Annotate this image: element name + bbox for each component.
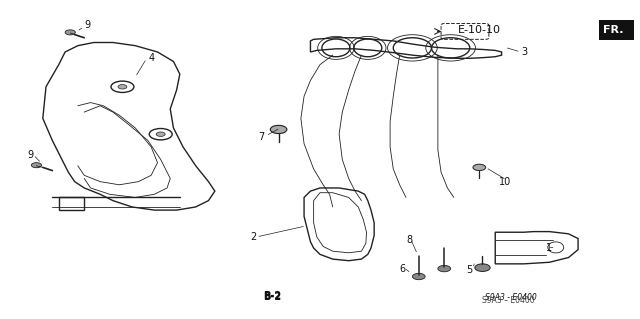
Text: 5: 5 bbox=[467, 265, 473, 275]
Circle shape bbox=[473, 164, 486, 171]
Text: 4: 4 bbox=[148, 53, 154, 63]
Text: 2: 2 bbox=[250, 232, 256, 242]
Text: 9: 9 bbox=[27, 150, 33, 160]
Text: 1: 1 bbox=[547, 243, 552, 253]
Circle shape bbox=[31, 163, 42, 168]
Text: FR.: FR. bbox=[603, 25, 623, 35]
Text: B-2: B-2 bbox=[263, 291, 281, 301]
Text: S9A3 – E0400: S9A3 – E0400 bbox=[482, 296, 534, 305]
Circle shape bbox=[412, 273, 425, 280]
Text: 9: 9 bbox=[84, 20, 90, 30]
Text: 10: 10 bbox=[499, 177, 511, 187]
Text: B-2: B-2 bbox=[263, 292, 281, 302]
Circle shape bbox=[475, 264, 490, 271]
Text: E-10-10: E-10-10 bbox=[458, 25, 501, 35]
Text: 7: 7 bbox=[259, 132, 264, 142]
Text: 3: 3 bbox=[521, 47, 527, 57]
Text: 6: 6 bbox=[400, 263, 406, 274]
Text: 8: 8 bbox=[406, 235, 412, 245]
Circle shape bbox=[65, 30, 76, 35]
Circle shape bbox=[156, 132, 165, 137]
Circle shape bbox=[118, 85, 127, 89]
Text: S9A3 - E0400: S9A3 - E0400 bbox=[485, 293, 537, 301]
FancyBboxPatch shape bbox=[599, 20, 634, 40]
Circle shape bbox=[270, 125, 287, 134]
Circle shape bbox=[438, 265, 451, 272]
